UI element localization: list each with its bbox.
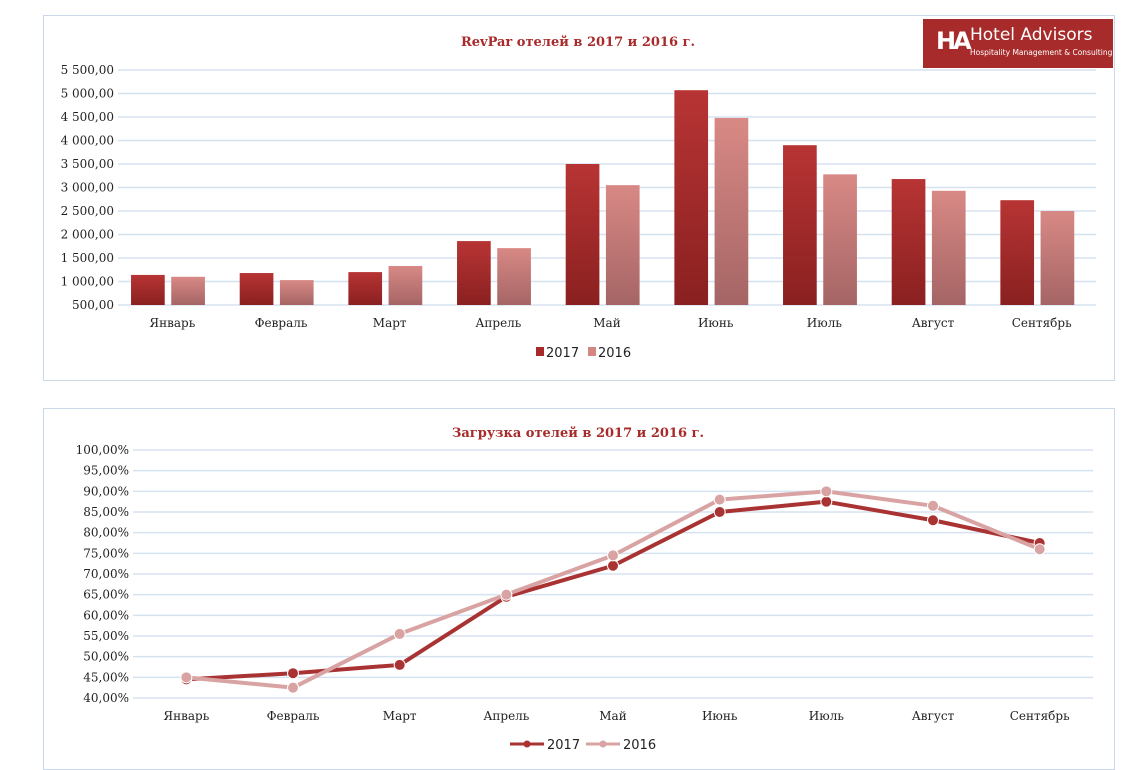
point-2017: [393, 658, 406, 671]
bar-2017: [1000, 200, 1035, 305]
occupancy-chart-panel: [43, 408, 1115, 770]
x-tick-label: Август: [912, 316, 955, 330]
x-tick-label: Июль: [807, 316, 843, 330]
y-tick-label: 75,00%: [83, 546, 129, 560]
x-tick-label: Январь: [163, 709, 209, 723]
bar-2017: [348, 272, 383, 305]
point-2016: [713, 493, 726, 506]
y-tick-label: 80,00%: [83, 526, 129, 540]
bar-2016: [931, 190, 966, 305]
point-2016: [820, 485, 833, 498]
line-2017: [186, 499, 1041, 682]
bar-2017: [131, 274, 165, 305]
point-2016: [1033, 543, 1046, 556]
y-tick-label: 1 000,00: [61, 275, 114, 289]
bar-2017: [565, 164, 600, 305]
x-tick-label: Апрель: [483, 709, 529, 723]
point-2017: [607, 559, 619, 572]
chart-title: Загрузка отелей в 2017 и 2016 г.: [452, 426, 704, 441]
x-tick-label: Май: [599, 709, 626, 723]
logo-name: Hotel Advisors: [970, 25, 1093, 45]
point-2017: [713, 506, 726, 518]
bar-2016: [171, 276, 205, 305]
y-tick-label: 85,00%: [83, 505, 129, 519]
bar-2016: [1040, 211, 1075, 305]
point-2016: [180, 671, 193, 684]
bar-2016: [605, 185, 640, 305]
y-tick-label: 60,00%: [83, 608, 129, 622]
x-tick-label: Январь: [149, 316, 195, 330]
y-tick-label: 90,00%: [83, 484, 129, 498]
x-tick-label: Февраль: [255, 316, 308, 330]
x-tick-label: Июнь: [698, 316, 734, 330]
x-tick-label: Март: [383, 709, 417, 723]
legend-label: 2016: [623, 738, 656, 753]
x-tick-label: Сентябрь: [1010, 709, 1070, 723]
point-2016: [607, 549, 619, 562]
bar-2017: [674, 90, 709, 306]
point-2017: [820, 495, 833, 508]
legend-marker: [523, 740, 531, 748]
x-tick-label: Февраль: [267, 709, 320, 723]
y-tick-label: 55,00%: [83, 629, 129, 643]
y-tick-label: 1 500,00: [61, 251, 114, 265]
legend-label: 2017: [547, 738, 580, 753]
legend-swatch: [588, 347, 596, 356]
y-tick-label: 2 000,00: [61, 228, 114, 242]
line-2016: [186, 489, 1041, 690]
point-2016: [287, 681, 299, 694]
legend-swatch: [536, 347, 544, 356]
point-2016: [393, 627, 406, 640]
y-tick-label: 5 000,00: [61, 87, 114, 101]
y-tick-label: 95,00%: [83, 464, 129, 478]
x-tick-label: Август: [912, 709, 955, 723]
point-2017: [927, 514, 939, 527]
y-tick-label: 4 500,00: [61, 110, 114, 124]
y-tick-label: 2 500,00: [61, 204, 114, 218]
y-tick-label: 100,00%: [76, 443, 129, 457]
y-tick-label: 3 000,00: [61, 181, 114, 195]
chart-title: RevPar отелей в 2017 и 2016 г.: [461, 35, 695, 50]
y-tick-label: 40,00%: [83, 691, 129, 705]
y-tick-label: 50,00%: [83, 650, 129, 664]
legend-label: 2016: [598, 346, 631, 361]
y-tick-label: 5 500,00: [61, 63, 114, 77]
x-tick-label: Май: [593, 316, 620, 330]
x-tick-label: Сентябрь: [1012, 316, 1072, 330]
y-tick-label: 3 500,00: [61, 157, 114, 171]
y-tick-label: 4 000,00: [61, 134, 114, 148]
bar-2017: [891, 179, 926, 305]
bar-2017: [239, 273, 274, 305]
bar-2016: [714, 117, 749, 305]
hotel-advisors-logo: HA Hotel Advisors Hospitality Management…: [923, 19, 1113, 68]
bar-2016: [279, 280, 314, 305]
logo-mark: HA: [936, 27, 972, 55]
bar-2016: [388, 265, 423, 305]
bar-2017: [457, 241, 491, 305]
y-tick-label: 65,00%: [83, 588, 129, 602]
bar-2016: [823, 174, 857, 305]
legend-label: 2017: [546, 346, 579, 361]
y-tick-label: 500,00: [72, 298, 114, 312]
x-tick-label: Март: [373, 316, 407, 330]
x-tick-label: Июнь: [702, 709, 738, 723]
bar-2017: [783, 145, 817, 305]
bar-2016: [497, 248, 531, 305]
logo-subtitle: Hospitality Management & Consulting: [970, 48, 1113, 57]
point-2017: [287, 667, 299, 680]
y-tick-label: 70,00%: [83, 567, 129, 581]
legend-marker: [599, 740, 607, 748]
x-tick-label: Июль: [809, 709, 845, 723]
y-tick-label: 45,00%: [83, 670, 129, 684]
point-2016: [927, 499, 939, 512]
x-tick-label: Апрель: [475, 316, 521, 330]
point-2016: [500, 588, 513, 601]
